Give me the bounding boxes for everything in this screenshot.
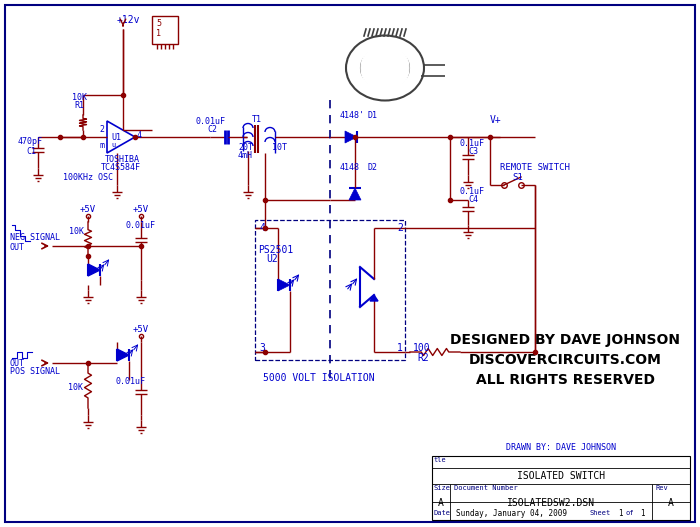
Text: 10K: 10K bbox=[72, 93, 87, 102]
Text: POS SIGNAL: POS SIGNAL bbox=[10, 367, 60, 376]
Text: U1: U1 bbox=[111, 132, 121, 142]
Text: +5V: +5V bbox=[133, 326, 149, 335]
Text: T1: T1 bbox=[252, 114, 262, 123]
Text: DISCOVERCIRCUITS.COM: DISCOVERCIRCUITS.COM bbox=[468, 353, 662, 367]
Text: u: u bbox=[111, 142, 116, 148]
Text: 5000 VOLT ISOLATION: 5000 VOLT ISOLATION bbox=[263, 373, 374, 383]
Text: Rev: Rev bbox=[655, 485, 668, 491]
Circle shape bbox=[361, 44, 409, 92]
Text: 1: 1 bbox=[618, 509, 622, 518]
Text: 470pF: 470pF bbox=[18, 138, 43, 147]
Text: 2: 2 bbox=[99, 124, 104, 133]
Text: 4: 4 bbox=[259, 223, 265, 233]
Text: 100: 100 bbox=[413, 343, 430, 353]
Text: R1: R1 bbox=[74, 102, 84, 111]
Text: 4: 4 bbox=[137, 131, 142, 140]
Text: Size: Size bbox=[434, 485, 451, 491]
Text: 4mH: 4mH bbox=[238, 151, 253, 161]
Text: Sunday, January 04, 2009: Sunday, January 04, 2009 bbox=[456, 509, 567, 518]
Text: 0.01uF: 0.01uF bbox=[115, 377, 145, 386]
Text: m: m bbox=[99, 141, 104, 150]
Text: V+: V+ bbox=[490, 115, 502, 125]
Text: TC4S584F: TC4S584F bbox=[101, 163, 141, 172]
Text: 0.1uF: 0.1uF bbox=[460, 188, 485, 197]
Text: 100KHz OSC: 100KHz OSC bbox=[63, 172, 113, 181]
Text: tle: tle bbox=[434, 457, 447, 463]
Text: C3: C3 bbox=[468, 148, 478, 157]
Text: ALL RIGHTS RESERVED: ALL RIGHTS RESERVED bbox=[475, 373, 654, 387]
Text: of: of bbox=[626, 510, 634, 516]
Text: 4148: 4148 bbox=[340, 162, 360, 171]
Text: OUT: OUT bbox=[10, 358, 25, 367]
Text: U2: U2 bbox=[266, 254, 278, 264]
Text: A: A bbox=[438, 498, 444, 508]
Polygon shape bbox=[370, 295, 378, 301]
Text: 10T: 10T bbox=[272, 143, 287, 152]
Text: Date: Date bbox=[434, 510, 451, 516]
Text: R2: R2 bbox=[417, 353, 428, 363]
Text: TOSHIBA: TOSHIBA bbox=[105, 154, 140, 163]
Text: S1: S1 bbox=[512, 172, 523, 181]
Text: OUT: OUT bbox=[10, 242, 25, 251]
Text: 10K: 10K bbox=[69, 228, 84, 237]
Polygon shape bbox=[345, 131, 357, 143]
Text: Sheet: Sheet bbox=[590, 510, 611, 516]
Text: +5V: +5V bbox=[80, 206, 96, 214]
Text: 1: 1 bbox=[640, 509, 645, 518]
Polygon shape bbox=[278, 279, 290, 291]
Text: 3: 3 bbox=[259, 343, 265, 353]
Text: C2: C2 bbox=[207, 124, 217, 133]
Text: 0.1uF: 0.1uF bbox=[460, 139, 485, 148]
Text: 0.01uF: 0.01uF bbox=[126, 220, 156, 229]
Bar bbox=[152, 16, 178, 44]
Text: PS2501: PS2501 bbox=[258, 245, 293, 255]
Text: C4: C4 bbox=[468, 196, 478, 204]
Text: A: A bbox=[668, 498, 674, 508]
Text: 1: 1 bbox=[156, 30, 161, 38]
Polygon shape bbox=[117, 349, 129, 361]
Text: 0.01uF: 0.01uF bbox=[196, 116, 226, 125]
Text: ISOLATED SWITCH: ISOLATED SWITCH bbox=[517, 471, 605, 481]
Text: ISOLATEDSW2.DSN: ISOLATEDSW2.DSN bbox=[507, 498, 595, 508]
Text: Document Number: Document Number bbox=[454, 485, 518, 491]
Text: +5V: +5V bbox=[133, 206, 149, 214]
Text: 5: 5 bbox=[156, 19, 161, 28]
Text: NEG SIGNAL: NEG SIGNAL bbox=[10, 233, 60, 242]
Bar bbox=[255, 220, 405, 360]
Text: 10K: 10K bbox=[68, 383, 83, 392]
Text: D2: D2 bbox=[368, 162, 378, 171]
Text: 2: 2 bbox=[397, 223, 403, 233]
Polygon shape bbox=[88, 264, 100, 276]
Text: 4148': 4148' bbox=[340, 112, 365, 121]
Text: +12v: +12v bbox=[117, 15, 141, 25]
Text: 20T: 20T bbox=[238, 143, 253, 152]
Text: DRAWN BY: DAVE JOHNSON: DRAWN BY: DAVE JOHNSON bbox=[506, 444, 616, 453]
Text: D1: D1 bbox=[368, 112, 378, 121]
Bar bbox=[432, 456, 690, 520]
Text: C1: C1 bbox=[26, 147, 36, 155]
Text: 1: 1 bbox=[397, 343, 403, 353]
Text: DESIGNED BY DAVE JOHNSON: DESIGNED BY DAVE JOHNSON bbox=[450, 333, 680, 347]
Text: REMOTE SWITCH: REMOTE SWITCH bbox=[500, 163, 570, 172]
Polygon shape bbox=[349, 188, 361, 200]
